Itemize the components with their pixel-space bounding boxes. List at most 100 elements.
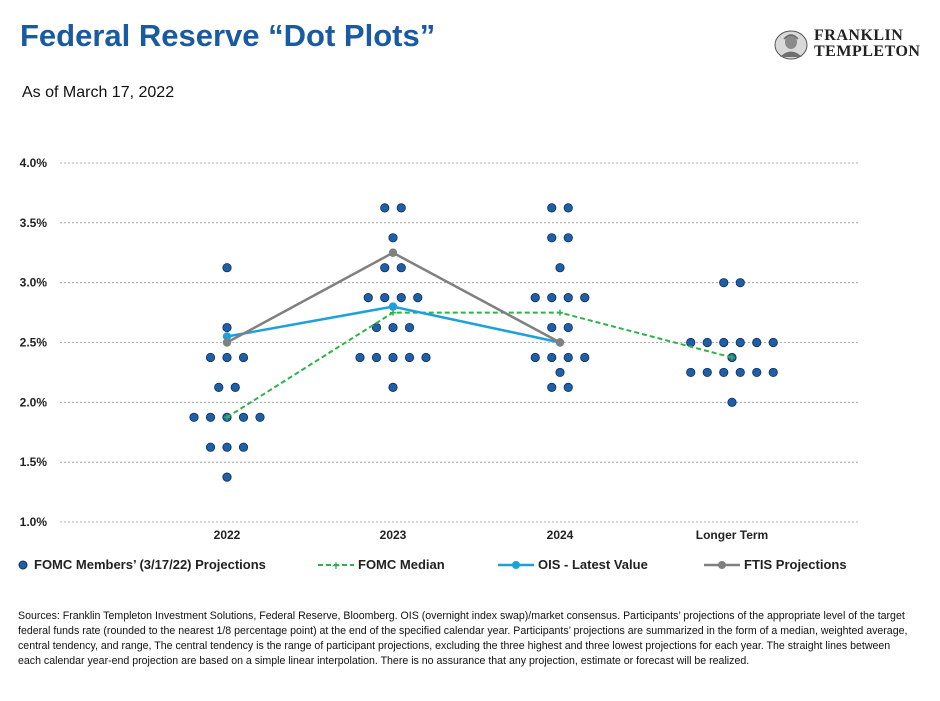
fomc-dot [421, 352, 431, 363]
fomc-dot [404, 352, 415, 363]
legend-ois-marker [498, 560, 534, 569]
page-subtitle: As of March 17, 2022 [22, 84, 175, 101]
fomc-dot [686, 367, 696, 378]
fomc-dot [388, 382, 398, 392]
fomc-dot [719, 367, 729, 378]
ftis-point [222, 338, 232, 347]
y-tick-label: 2.5% [20, 336, 48, 350]
y-tick-label: 3.0% [20, 276, 48, 290]
ftis-point [555, 338, 565, 347]
franklin-templeton-logo: FRANKLIN TEMPLETON [774, 28, 924, 64]
fomc-dot [752, 337, 762, 348]
legend-ftis-marker [704, 560, 740, 569]
fomc-dot [702, 367, 712, 378]
source-note: Sources: Franklin Templeton Investment S… [18, 610, 908, 667]
legend-label-ois: OIS - Latest Value [538, 557, 648, 572]
fomc-dot [686, 337, 696, 348]
fomc-dot [547, 233, 557, 243]
legend-item-ois: OIS - Latest Value [498, 557, 648, 572]
fomc-dot [238, 412, 249, 422]
fomc-dot [735, 278, 745, 288]
ois-point [388, 302, 398, 311]
fomc-dot [222, 472, 232, 482]
median-point [224, 414, 230, 421]
fomc-dot [230, 382, 240, 392]
fomc-dot [238, 352, 249, 363]
fomc-dot [371, 352, 382, 363]
fomc-dot [404, 322, 415, 333]
fomc-dot [530, 352, 540, 363]
legend-label-dots: FOMC Members’ (3/17/22) Projections [34, 557, 266, 572]
fomc-dot [205, 352, 216, 363]
fomc-dot [580, 352, 590, 363]
fomc-dot [547, 382, 557, 392]
fomc-dot [189, 412, 199, 422]
fomc-dot [388, 352, 398, 363]
legend-item-ftis: FTIS Projections [704, 557, 847, 572]
fomc-dot [555, 263, 565, 273]
ftis-point [388, 248, 398, 257]
franklin-portrait-icon [774, 30, 808, 60]
fomc-dot [214, 382, 224, 392]
x-tick-label: 2024 [547, 528, 574, 542]
dot-plot-chart: 4.0% 3.5% 3.0% 2.5% 2.0% 1.5% 1.0% 2022 2023 2024… [20, 156, 860, 542]
page-title: Federal Reserve “Dot Plots” [20, 18, 436, 53]
x-tick-label: 2022 [214, 528, 241, 542]
fomc-dot [727, 397, 737, 407]
fomc-dot [735, 367, 745, 378]
fomc-dot [380, 293, 390, 303]
fomc-dot [563, 352, 573, 363]
fomc-dot [563, 233, 573, 243]
fomc-dot [222, 322, 232, 333]
fomc-dot [355, 352, 365, 363]
fomc-dot [563, 293, 573, 303]
fomc-dot [555, 367, 565, 378]
fomc-dot [580, 293, 590, 303]
fomc-dot [388, 322, 398, 333]
logo-line-1: FRANKLIN [814, 27, 904, 44]
fomc-dot [396, 263, 406, 273]
fomc-dot [363, 293, 373, 303]
fomc-dot [547, 293, 557, 303]
legend-item-dots: FOMC Members’ (3/17/22) Projections [18, 557, 266, 572]
x-tick-label: 2023 [380, 528, 407, 542]
y-tick-label: 2.0% [20, 395, 48, 409]
median-point [729, 354, 735, 361]
median-point [557, 309, 563, 316]
y-tick-label: 3.5% [20, 216, 48, 230]
fomc-dot [255, 412, 265, 422]
fomc-dot [702, 337, 712, 348]
svg-text:+: + [331, 559, 340, 571]
fomc-dot [735, 337, 745, 348]
fomc-dot [396, 293, 406, 303]
fomc-dot [222, 352, 232, 363]
fomc-dot [238, 442, 249, 452]
legend-label-ftis: FTIS Projections [744, 557, 847, 572]
fomc-dot [752, 367, 762, 378]
fomc-dot [719, 337, 729, 348]
legend-item-median: + FOMC Median [318, 557, 445, 572]
fomc-dot [222, 442, 232, 452]
median-line [226, 311, 733, 419]
logo-line-2: TEMPLETON [814, 43, 921, 60]
fomc-dot [380, 263, 390, 273]
y-tick-label: 4.0% [20, 156, 48, 170]
fomc-dot [205, 442, 216, 452]
fomc-dot [547, 322, 557, 333]
fomc-dot [563, 203, 573, 213]
fomc-dot [547, 352, 557, 363]
fomc-dot [371, 322, 382, 333]
y-tick-label: 1.0% [20, 515, 48, 529]
legend-label-median: FOMC Median [358, 557, 445, 572]
fomc-dot [563, 382, 573, 392]
fomc-dot [413, 293, 423, 303]
fomc-dot [563, 322, 573, 333]
chart-legend: FOMC Members’ (3/17/22) Projections + FO… [18, 557, 918, 575]
fomc-dot [222, 263, 232, 273]
fomc-dot [388, 233, 398, 243]
x-tick-label: Longer Term [696, 528, 768, 542]
fomc-dot [768, 367, 778, 378]
y-tick-label: 1.5% [20, 455, 48, 469]
fomc-dot [768, 337, 778, 348]
fomc-dot [396, 203, 406, 213]
